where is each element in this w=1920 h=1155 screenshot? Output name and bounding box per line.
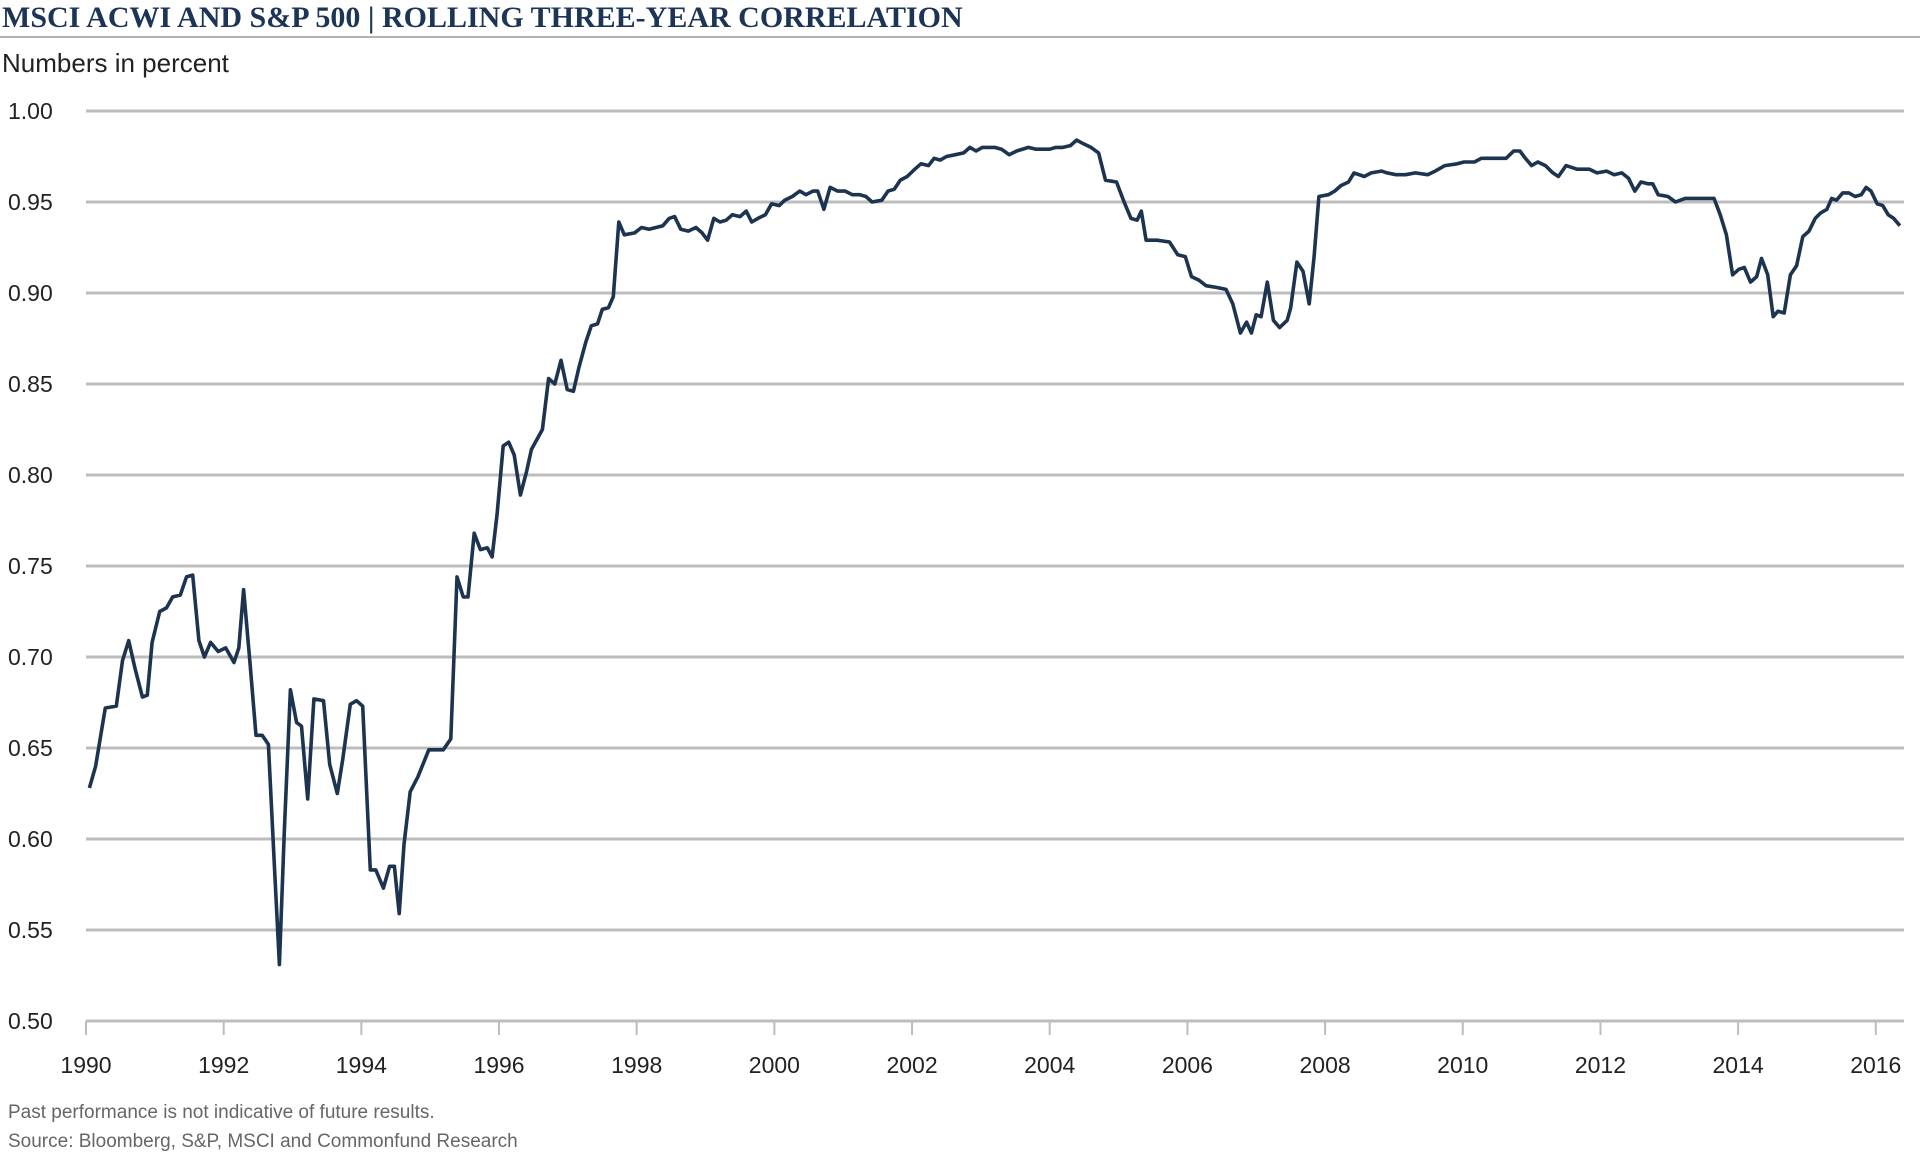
x-tick-label: 1992: [198, 1052, 249, 1078]
x-tick-label: 2006: [1162, 1052, 1213, 1078]
source-note: Source: Bloomberg, S&P, MSCI and Commonf…: [8, 1131, 518, 1152]
y-tick-label: 1.00: [8, 98, 53, 124]
chart-title: MSCI ACWI AND S&P 500 | ROLLING THREE-YE…: [2, 1, 963, 34]
chart-subtitle: Numbers in percent: [2, 48, 230, 78]
y-tick-label: 0.70: [8, 644, 53, 670]
x-tick-label: 2016: [1850, 1052, 1901, 1078]
x-tick-label: 1996: [473, 1052, 524, 1078]
y-tick-label: 0.80: [8, 462, 53, 488]
x-tick-label: 2012: [1575, 1052, 1626, 1078]
x-tick-label: 2000: [749, 1052, 800, 1078]
x-tick-label: 1990: [60, 1052, 111, 1078]
y-tick-label: 0.65: [8, 735, 53, 761]
y-tick-label: 0.85: [8, 371, 53, 397]
y-tick-label: 0.90: [8, 280, 53, 306]
y-tick-label: 0.75: [8, 553, 53, 579]
x-tick-label: 2008: [1299, 1052, 1350, 1078]
y-tick-label: 0.55: [8, 917, 53, 943]
x-tick-label: 2010: [1437, 1052, 1488, 1078]
x-tick-label: 2004: [1024, 1052, 1075, 1078]
x-tick-label: 2014: [1713, 1052, 1764, 1078]
x-tick-label: 1994: [336, 1052, 387, 1078]
data-line: [87, 138, 1902, 967]
y-tick-label: 0.50: [8, 1008, 53, 1034]
footnote: Past performance is not indicative of fu…: [8, 1102, 435, 1123]
y-tick-label: 0.60: [8, 826, 53, 852]
y-tick-label: 0.95: [8, 189, 53, 215]
x-tick-label: 2002: [886, 1052, 937, 1078]
x-tick-label: 1998: [611, 1052, 662, 1078]
